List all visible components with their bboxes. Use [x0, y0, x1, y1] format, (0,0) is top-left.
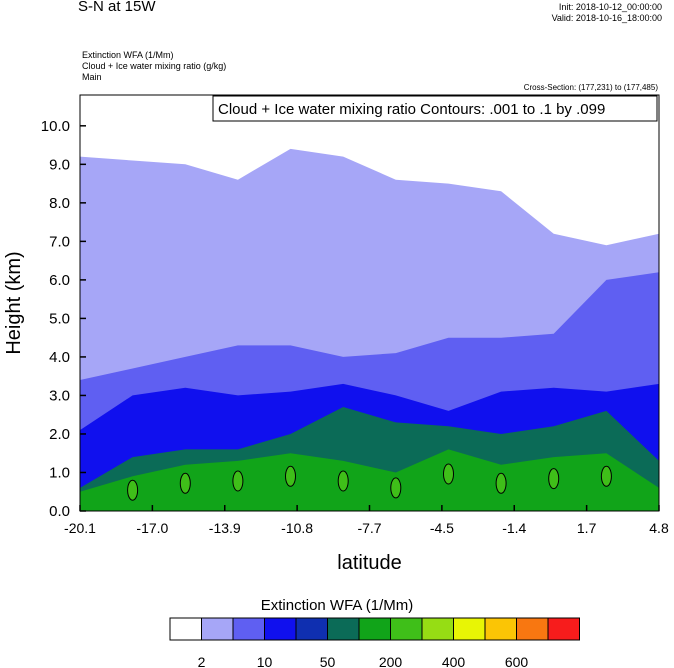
x-tick-label: -4.5: [430, 520, 454, 536]
y-tick-label: 0.0: [49, 503, 70, 520]
x-tick-label: -1.4: [502, 520, 526, 536]
layer-400: [80, 449, 659, 511]
x-tick-label: -13.9: [209, 520, 241, 536]
x-tick-label: -10.8: [281, 520, 313, 536]
y-tick-label: 9.0: [49, 156, 70, 173]
contour-blob: [285, 465, 296, 487]
field-mixing-ratio: Cloud + Ice water mixing ratio (g/kg): [82, 61, 227, 71]
x-axis-label: latitude: [337, 552, 402, 574]
y-tick-label: 4.0: [49, 349, 70, 366]
contour-blob: [390, 477, 402, 499]
init-time: Init: 2018-10-12_00:00:00: [558, 2, 662, 12]
y-tick-label: 6.0: [49, 272, 70, 289]
colorbar-swatch: [484, 617, 517, 641]
colorbar-swatch: [453, 617, 486, 641]
contour-blob: [232, 470, 244, 492]
contour-legend-box: [212, 95, 658, 122]
y-tick-label: 10.0: [41, 118, 70, 135]
contour-blobs: [127, 463, 612, 501]
colorbar-swatch: [201, 617, 234, 641]
contour-blob: [127, 479, 139, 501]
colorbar-swatch: [358, 617, 391, 641]
colorbar-swatch: [295, 617, 328, 641]
contour-blob: [443, 463, 454, 485]
colorbar-label: 200: [379, 654, 403, 668]
colorbar-swatch: [390, 617, 423, 641]
colorbar-label: 10: [257, 654, 273, 668]
x-tick-label: 1.7: [577, 520, 597, 536]
y-tick-label: 1.0: [49, 464, 70, 481]
y-axis-label: Height (km): [3, 251, 25, 354]
x-tick-label: -7.7: [357, 520, 381, 536]
colorbar-title: Extinction WFA (1/Mm): [260, 597, 414, 614]
colorbar-label: 600: [505, 654, 529, 668]
y-tick-label: 2.0: [49, 426, 70, 443]
plot-title: S-N at 15W: [78, 0, 156, 15]
colorbar-swatch: [421, 617, 454, 641]
y-tick-label: 5.0: [49, 310, 70, 327]
x-tick-label: 4.8: [649, 520, 669, 536]
field-extinction: Extinction WFA (1/Mm): [82, 50, 174, 60]
shaded-layers: [80, 95, 659, 511]
field-list: Extinction WFA (1/Mm) Cloud + Ice water …: [82, 50, 226, 83]
valid-time: Valid: 2018-10-16_18:00:00: [551, 13, 662, 23]
contour-blob: [495, 472, 507, 494]
field-domain: Main: [82, 72, 102, 82]
colorbar-swatch: [547, 617, 580, 641]
cross-section-label: Cross-Section: (177,231) to (177,485): [523, 83, 658, 92]
colorbar-label: 2: [198, 654, 206, 668]
y-tick-label: 7.0: [49, 233, 70, 250]
contour-legend-text: Cloud + Ice water mixing ratio Contours:…: [218, 101, 605, 118]
colorbar-label: 400: [442, 654, 466, 668]
contour-blob: [337, 470, 349, 492]
colorbar-swatch: [264, 617, 297, 641]
colorbar-swatch: [516, 617, 549, 641]
colorbar-swatch: [327, 617, 360, 641]
colorbar-label: 50: [320, 654, 336, 668]
contour-blob: [179, 472, 191, 494]
contour-blob: [548, 468, 560, 490]
contour-blob: [600, 465, 612, 487]
y-tick-label: 8.0: [49, 195, 70, 212]
contour-legend: Cloud + Ice water mixing ratio Contours:…: [212, 95, 658, 122]
axes: -20.1 -17.0 -13.9 -10.8 -7.7 -4.5 -1.4 1.7 4.8 0.…: [3, 118, 669, 574]
x-tick-label: -20.1: [64, 520, 96, 536]
x-tick-label: -17.0: [136, 520, 168, 536]
colorbar: 2 10 50 200 400 600: [169, 617, 580, 668]
colorbar-swatch: [232, 617, 265, 641]
colorbar-swatch: [169, 617, 202, 641]
run-times: Init: 2018-10-12_00:00:00 Valid: 2018-10…: [552, 2, 662, 24]
y-tick-label: 3.0: [49, 387, 70, 404]
